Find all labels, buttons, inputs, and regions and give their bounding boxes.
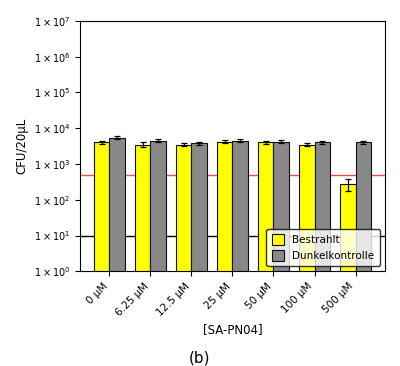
Bar [340, 184, 356, 271]
Bar [299, 145, 314, 271]
Bar [356, 142, 371, 271]
Bar [176, 145, 192, 271]
Bar [314, 142, 330, 271]
X-axis label: [SA-PN04]: [SA-PN04] [203, 323, 262, 336]
Bar [109, 138, 125, 271]
Y-axis label: CFU/20μL: CFU/20μL [15, 118, 28, 174]
Text: (b): (b) [189, 350, 211, 365]
Bar [274, 142, 289, 271]
Bar [94, 142, 109, 271]
Bar [217, 142, 232, 271]
Bar [150, 141, 166, 271]
Bar [135, 145, 150, 271]
Bar [192, 143, 207, 271]
Bar [232, 141, 248, 271]
Bar [258, 142, 274, 271]
Legend: Bestrahlt, Dunkelkontrolle: Bestrahlt, Dunkelkontrolle [266, 229, 380, 266]
